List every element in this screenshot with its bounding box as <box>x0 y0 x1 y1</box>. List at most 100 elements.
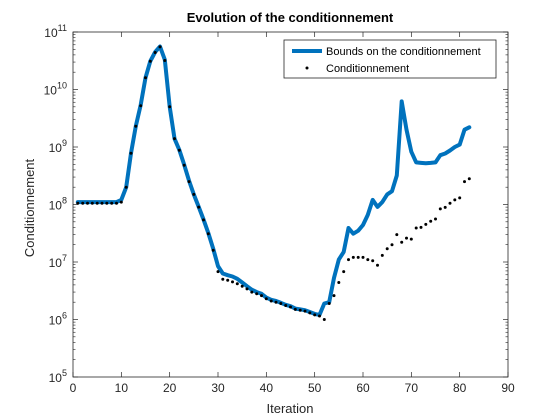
x-axis-label: Iteration <box>267 401 314 416</box>
x-tick-label: 60 <box>356 381 370 395</box>
conditionnement-point <box>313 313 317 317</box>
series-conditionnement <box>76 45 471 321</box>
bounds-line <box>75 44 472 317</box>
axes: 105 106 107 108 109 1010 1011 0 10 20 30 40 50 60 70 80… <box>44 23 515 395</box>
conditionnement-point <box>443 205 447 209</box>
x-tick-label: 0 <box>70 381 77 395</box>
x-tick-label: 70 <box>405 381 419 395</box>
conditionnement-point <box>322 318 326 321</box>
conditionnement-point <box>376 263 379 267</box>
conditionnement-point <box>187 180 191 184</box>
conditionnement-point <box>429 219 433 223</box>
conditionnement-point <box>100 201 104 205</box>
conditionnement-point <box>308 311 312 315</box>
conditionnement-point <box>211 248 215 252</box>
legend: Bounds on the conditionnement Conditionne… <box>283 39 497 79</box>
conditionnement-point <box>144 76 147 80</box>
conditionnement-point <box>221 277 225 281</box>
conditionnement-point <box>129 151 133 155</box>
conditionnement-point <box>240 284 244 288</box>
conditionnement-point <box>163 59 167 62</box>
conditionnement-point <box>284 304 288 307</box>
conditionnement-point <box>356 255 360 259</box>
conditionnement-point <box>332 294 336 298</box>
x-tick-label: 30 <box>211 381 225 395</box>
chart-title: Evolution of the conditionnement <box>187 10 394 25</box>
conditionnement-point <box>153 51 157 54</box>
conditionnement-point <box>124 185 128 189</box>
conditionnement-point <box>400 240 404 244</box>
conditionnement-point <box>269 299 273 303</box>
conditionnement-point <box>438 207 442 211</box>
conditionnement-point <box>134 124 138 128</box>
y-tick-label: 105 <box>49 368 67 385</box>
legend-label: Bounds on the conditionnement <box>326 46 481 58</box>
conditionnement-point <box>453 198 457 202</box>
conditionnement-point <box>216 270 220 274</box>
y-axis-label: Conditionnement <box>22 158 37 257</box>
conditionnement-point <box>226 278 230 282</box>
x-tick-label: 80 <box>453 381 467 395</box>
conditionnement-point <box>434 217 437 221</box>
conditionnement-point <box>289 305 292 309</box>
conditionnement-point <box>424 222 428 226</box>
conditionnement-point <box>371 259 375 263</box>
x-tick-label: 20 <box>163 381 177 395</box>
conditionnement-point <box>235 282 239 286</box>
conditionnement-point <box>255 292 259 296</box>
conditionnement-point <box>279 302 283 305</box>
conditionnement-point <box>173 137 176 141</box>
conditionnement-point <box>245 287 249 291</box>
conditionnement-point <box>197 205 201 209</box>
conditionnement-point <box>327 302 331 305</box>
conditionnement-point <box>148 59 152 63</box>
conditionnement-point <box>361 255 365 259</box>
conditionnement-point <box>90 201 94 205</box>
conditionnement-point <box>298 308 302 312</box>
conditionnement-point <box>419 225 423 229</box>
conditionnement-point <box>81 201 85 205</box>
axes-box <box>72 31 509 378</box>
conditionnement-point <box>202 218 205 222</box>
conditionnement-point <box>303 309 307 313</box>
conditionnement-point <box>168 105 172 109</box>
conditionnement-point <box>337 281 341 284</box>
conditionnement-point <box>467 177 471 181</box>
conditionnement-point <box>206 232 210 236</box>
conditionnement-point <box>405 236 408 240</box>
conditionnement-point <box>182 163 186 167</box>
y-tick-label: 106 <box>49 311 67 328</box>
conditionnement-point <box>293 307 297 311</box>
conditionnement-point <box>347 258 350 262</box>
y-tick-label: 109 <box>49 138 67 155</box>
plot-area <box>73 32 508 377</box>
conditionnement-point <box>318 314 321 318</box>
x-tick-label: 50 <box>308 381 322 395</box>
conditionnement-point <box>274 300 278 304</box>
conditionnement-point <box>115 201 118 205</box>
conditionnement-point <box>463 180 466 184</box>
conditionnement-point <box>158 45 162 49</box>
legend-swatch-conditionnement <box>305 66 309 70</box>
conditionnement-point <box>95 201 99 205</box>
conditionnement-point <box>380 253 384 257</box>
x-tick-label: 90 <box>501 381 515 395</box>
y-tick-label: 1010 <box>44 81 67 98</box>
conditionnement-point <box>110 201 114 205</box>
conditionnement-point <box>366 258 370 262</box>
conditionnement-point <box>231 280 234 284</box>
conditionnement-point <box>192 192 196 196</box>
y-tick-label: 107 <box>49 253 67 270</box>
x-tick-label: 40 <box>260 381 274 395</box>
conditionnement-point <box>105 201 109 205</box>
legend-box <box>283 39 497 79</box>
conditionnement-point <box>342 270 346 274</box>
x-tick-label: 10 <box>115 381 129 395</box>
conditionnement-point <box>119 200 123 204</box>
conditionnement-point <box>177 148 181 152</box>
conditionnement-point <box>250 290 254 294</box>
conditionnement-point <box>264 297 268 301</box>
conditionnement-point <box>409 237 413 241</box>
plot-background <box>73 32 508 377</box>
